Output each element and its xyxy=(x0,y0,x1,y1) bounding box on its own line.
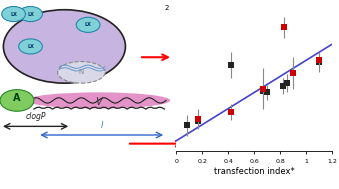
Text: clogP: clogP xyxy=(25,112,46,121)
Text: LX: LX xyxy=(27,44,34,49)
Text: LX: LX xyxy=(10,12,17,17)
Ellipse shape xyxy=(58,62,105,83)
Text: V: V xyxy=(95,97,102,107)
Circle shape xyxy=(0,90,34,111)
X-axis label: transfection index*: transfection index* xyxy=(214,167,295,176)
Text: N: N xyxy=(79,69,84,75)
Circle shape xyxy=(19,6,42,22)
Ellipse shape xyxy=(3,10,125,83)
Text: l: l xyxy=(100,121,103,130)
Text: LX: LX xyxy=(27,12,34,17)
Circle shape xyxy=(19,39,42,54)
Circle shape xyxy=(76,17,100,32)
Text: A: A xyxy=(13,93,21,103)
Ellipse shape xyxy=(26,92,170,108)
Text: LX: LX xyxy=(85,22,92,27)
Circle shape xyxy=(2,6,25,22)
